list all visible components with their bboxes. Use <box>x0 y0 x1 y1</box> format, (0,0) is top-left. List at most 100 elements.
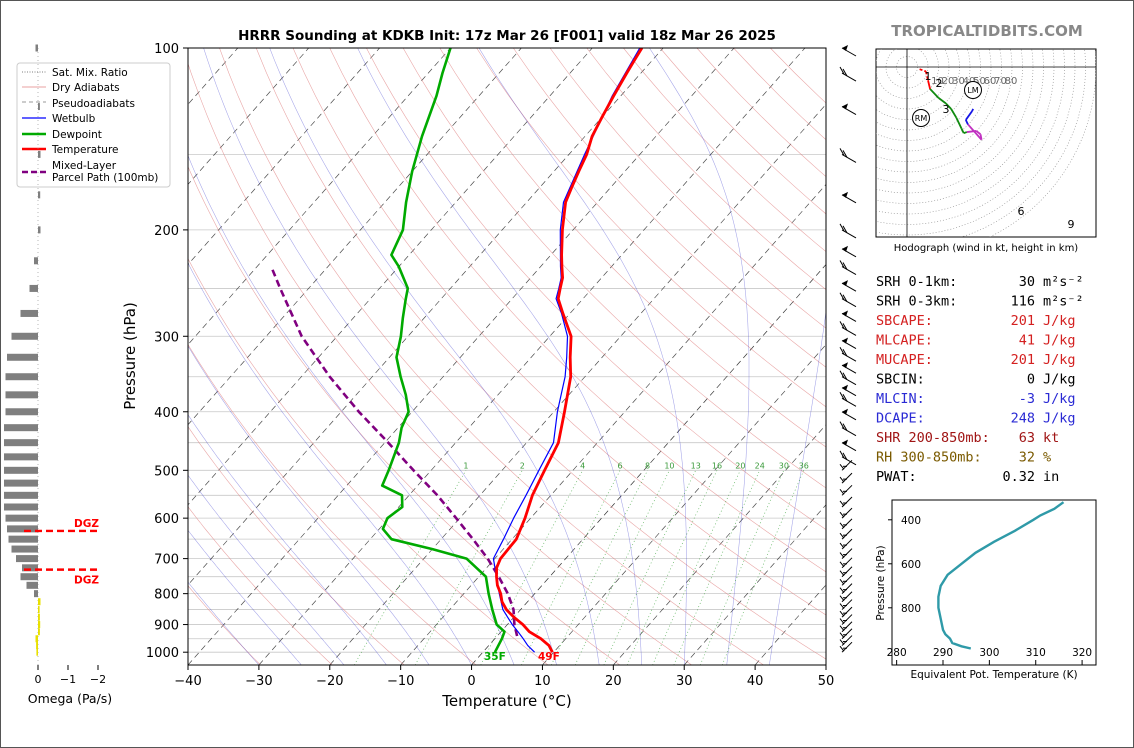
wind-barb-staff <box>841 266 857 275</box>
wind-barb <box>839 641 853 653</box>
index-value: -3 <box>1019 391 1035 407</box>
series-dewpoint <box>380 48 506 653</box>
mixing-ratio-label: 8 <box>645 461 650 470</box>
pseudoadiabat-line <box>188 474 345 665</box>
omega-tick-label: 0 <box>35 673 42 686</box>
wind-barb-staff <box>841 397 857 407</box>
pseudoadiabat-line <box>769 309 826 665</box>
theta-e-y-tick-label: 800 <box>901 603 921 615</box>
dry-adiabat-line <box>188 343 477 665</box>
wind-barb-flag <box>839 476 845 483</box>
wind-barb-pennant <box>842 439 848 446</box>
hodograph-motion-marker <box>912 109 930 127</box>
omega-bar <box>38 191 41 199</box>
wind-barb <box>841 45 857 57</box>
wind-barb-flag <box>839 625 845 632</box>
omega-bar <box>35 635 38 643</box>
hodograph-motion-marker <box>964 81 982 99</box>
wind-barb-flag <box>839 552 845 558</box>
wind-barb <box>841 310 857 322</box>
mixing-ratio-label: 1 <box>463 461 468 470</box>
legend: Sat. Mix. Ratio Dry Adiabats Pseudoadiab… <box>16 62 171 188</box>
mixing-ratio-label: 20 <box>735 461 745 470</box>
wind-barb-flag <box>839 321 845 329</box>
hodograph-ring-label: 40 <box>963 76 976 87</box>
dgz-label: DGZ <box>74 575 99 587</box>
omega-bar <box>16 555 38 563</box>
hodograph-segment <box>927 80 931 90</box>
wind-barb-flag <box>839 392 845 400</box>
index-label: MUCAPE: <box>876 352 933 368</box>
index-value: 0.32 <box>1002 469 1035 485</box>
wind-barb-pennant <box>842 191 848 198</box>
wind-barb-flag <box>839 223 845 232</box>
omega-bar <box>34 257 38 265</box>
pseudoadiabat-line <box>478 48 687 665</box>
dgz-label: DGZ <box>74 518 99 530</box>
omega-bar <box>38 598 41 606</box>
y-axis-label: Pressure (hPa) <box>121 302 139 410</box>
wind-barb <box>839 370 857 386</box>
index-value: 63 <box>1019 430 1035 446</box>
dry-adiabat-line <box>402 48 826 489</box>
mixing-ratio-label: 24 <box>755 461 765 470</box>
omega-bar <box>11 545 38 553</box>
mixing-ratio-line <box>721 470 805 665</box>
wind-barb-pennant <box>842 362 848 369</box>
theta-e-y-label: Pressure (hPa) <box>875 545 887 620</box>
dry-adiabat-line <box>188 165 621 665</box>
wind-barb <box>839 260 857 275</box>
dry-adiabat-line <box>329 48 826 573</box>
dry-adiabat-line <box>219 48 764 665</box>
wind-barb-staff <box>841 456 857 466</box>
wind-barb-flag <box>839 645 845 652</box>
omega-bar <box>38 621 41 629</box>
dry-adiabat-line <box>188 62 692 665</box>
wind-barb-staff <box>841 427 857 437</box>
mixing-ratio-line <box>550 470 648 665</box>
y-tick-label: 800 <box>154 588 179 603</box>
y-tick-label: 600 <box>154 512 179 527</box>
series-wetbulb <box>492 48 641 653</box>
isotherm-line <box>329 103 826 665</box>
wind-barb <box>839 450 857 466</box>
series-mixed-layer-parcel-path-100mb <box>269 266 519 637</box>
wind-barb-flag <box>839 500 845 507</box>
hodograph-segment <box>937 97 947 105</box>
y-tick-label: 400 <box>154 406 179 421</box>
omega-bar <box>36 648 38 656</box>
pseudoadiabat-line <box>188 154 515 665</box>
hodograph-motion-label: RM <box>915 114 928 123</box>
wind-barb-flag <box>839 66 845 75</box>
wind-barb-flag <box>839 579 845 585</box>
x-axis-label: Temperature (°C) <box>441 692 571 710</box>
wind-barb <box>839 528 853 540</box>
dry-adiabat-line <box>255 48 826 660</box>
index-value: 32 <box>1019 450 1035 466</box>
legend-label: Temperature <box>51 144 119 156</box>
dry-adiabat-line <box>439 48 826 448</box>
index-unit: J/kg <box>1043 391 1076 407</box>
wind-barb-staff <box>841 153 857 163</box>
hodograph-ring-label: 80 <box>1005 76 1018 87</box>
dry-adiabat-line <box>366 48 826 530</box>
wind-barb <box>839 621 853 633</box>
x-tick-label: 50 <box>818 674 835 689</box>
mixing-ratio-line <box>626 470 718 665</box>
legend-item-parcel-path: Mixed-Layer Parcel Path (100mb) <box>22 160 158 184</box>
omega-bar <box>36 642 38 650</box>
legend-item-temperature: Temperature <box>22 144 119 156</box>
index-unit: J/kg <box>1043 352 1076 368</box>
mixing-ratio-label: 2 <box>520 461 525 470</box>
omega-bar <box>8 535 38 543</box>
wind-barb <box>839 548 853 559</box>
omega-bar <box>5 373 38 381</box>
wind-barb-flag <box>839 610 845 617</box>
omega-bar <box>34 590 38 598</box>
omega-bar <box>38 150 41 158</box>
index-row: MLCIN: -3 J/kg <box>876 391 1076 407</box>
omega-panel: DGZ DGZ 0 −1 −2 Omega (Pa/s) <box>4 44 112 706</box>
index-unit: J/kg <box>1043 313 1076 329</box>
wind-barb <box>839 346 857 362</box>
